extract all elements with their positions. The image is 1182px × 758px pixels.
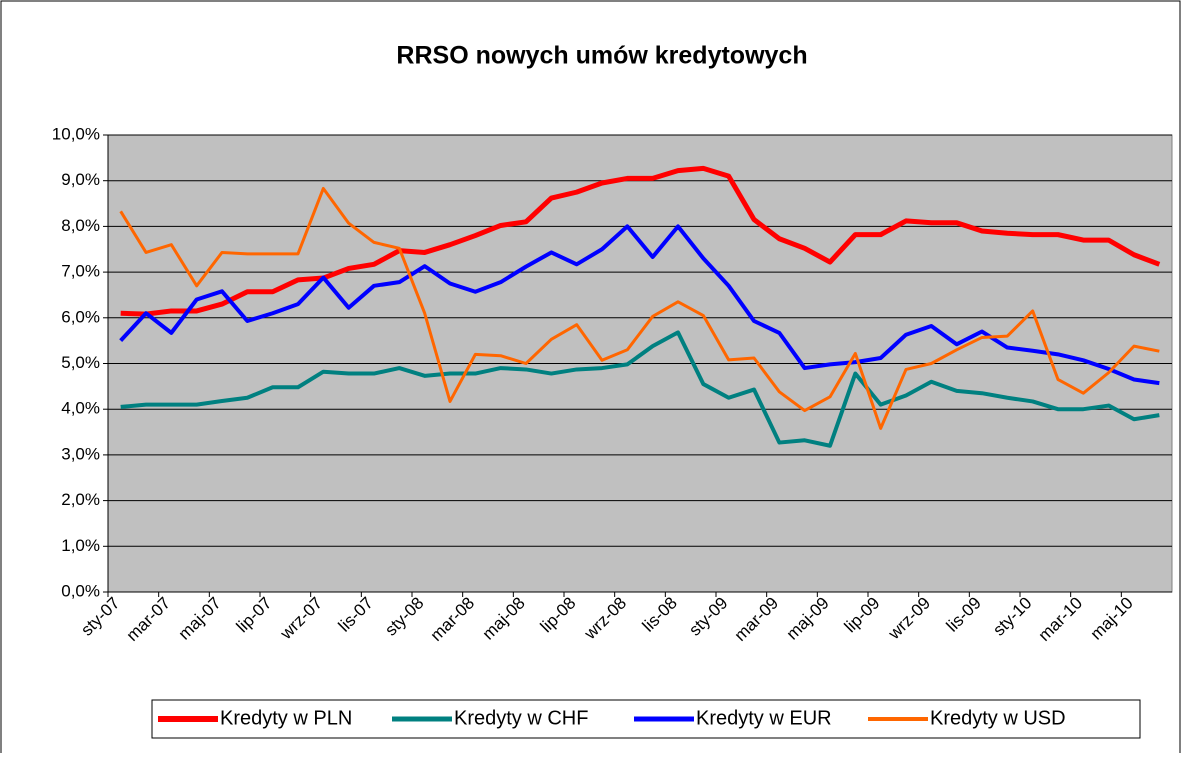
y-tick-label: 8,0% bbox=[61, 216, 100, 235]
y-tick-label: 10,0% bbox=[52, 124, 100, 143]
legend-label: Kredyty w PLN bbox=[220, 707, 352, 729]
y-tick-label: 6,0% bbox=[61, 307, 100, 326]
y-tick-label: 1,0% bbox=[61, 536, 100, 555]
y-tick-label: 4,0% bbox=[61, 399, 100, 418]
y-tick-label: 2,0% bbox=[61, 490, 100, 509]
y-tick-label: 7,0% bbox=[61, 262, 100, 281]
series-line bbox=[119, 186, 1160, 430]
legend-label: Kredyty w USD bbox=[930, 707, 1066, 729]
y-tick-label: 0,0% bbox=[61, 581, 100, 600]
series-line bbox=[120, 165, 1161, 317]
legend-label: Kredyty w EUR bbox=[696, 707, 832, 729]
legend-label: Kredyty w CHF bbox=[454, 707, 588, 729]
series-line bbox=[119, 224, 1160, 386]
chart-title: RRSO nowych umów kredytowych bbox=[396, 42, 807, 70]
y-tick-label: 3,0% bbox=[61, 444, 100, 463]
y-tick-label: 9,0% bbox=[61, 170, 100, 189]
y-tick-label: 5,0% bbox=[61, 353, 100, 372]
series-line bbox=[120, 330, 1160, 448]
